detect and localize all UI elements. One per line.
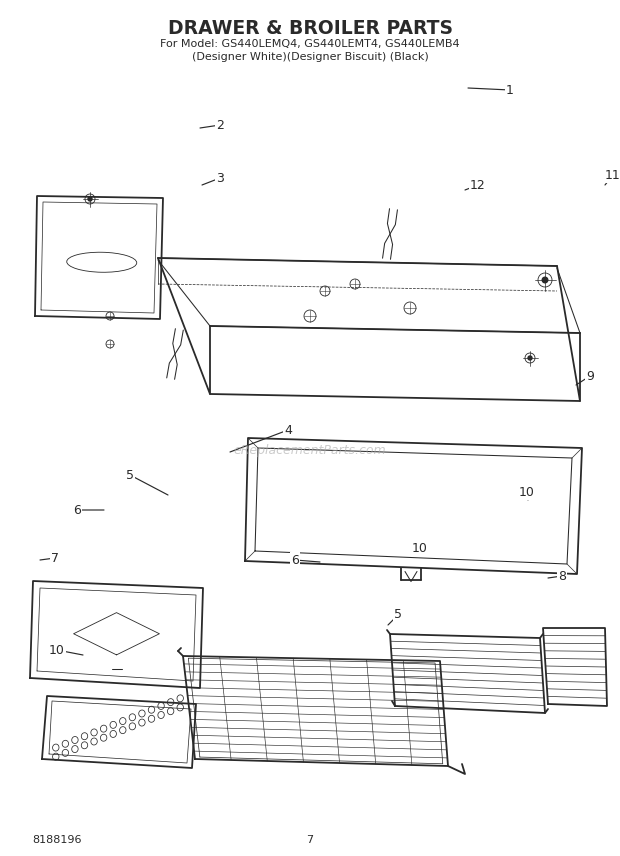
- Text: 4: 4: [284, 424, 292, 437]
- Text: 2: 2: [216, 118, 224, 132]
- Text: For Model: GS440LEMQ4, GS440LEMT4, GS440LEMB4: For Model: GS440LEMQ4, GS440LEMT4, GS440…: [160, 39, 460, 49]
- Text: 7: 7: [306, 835, 314, 845]
- Text: 9: 9: [586, 370, 594, 383]
- Text: 6: 6: [291, 554, 299, 567]
- Circle shape: [542, 277, 548, 282]
- Text: 10: 10: [412, 542, 428, 555]
- Text: 1: 1: [506, 84, 514, 97]
- Text: (Designer White)(Designer Biscuit) (Black): (Designer White)(Designer Biscuit) (Blac…: [192, 52, 428, 62]
- Circle shape: [528, 356, 532, 360]
- Text: 12: 12: [470, 179, 486, 192]
- Text: 10: 10: [519, 485, 535, 498]
- Circle shape: [88, 197, 92, 201]
- Text: 8188196: 8188196: [32, 835, 81, 845]
- Text: 7: 7: [51, 551, 59, 564]
- Text: DRAWER & BROILER PARTS: DRAWER & BROILER PARTS: [167, 19, 453, 38]
- Text: 5: 5: [126, 468, 134, 482]
- Text: 8: 8: [558, 569, 566, 582]
- Text: 5: 5: [394, 609, 402, 621]
- Text: 10: 10: [49, 644, 65, 657]
- Text: eReplacementParts.com: eReplacementParts.com: [234, 443, 386, 456]
- Text: 11: 11: [605, 169, 620, 181]
- Text: 3: 3: [216, 171, 224, 185]
- Text: 6: 6: [73, 503, 81, 516]
